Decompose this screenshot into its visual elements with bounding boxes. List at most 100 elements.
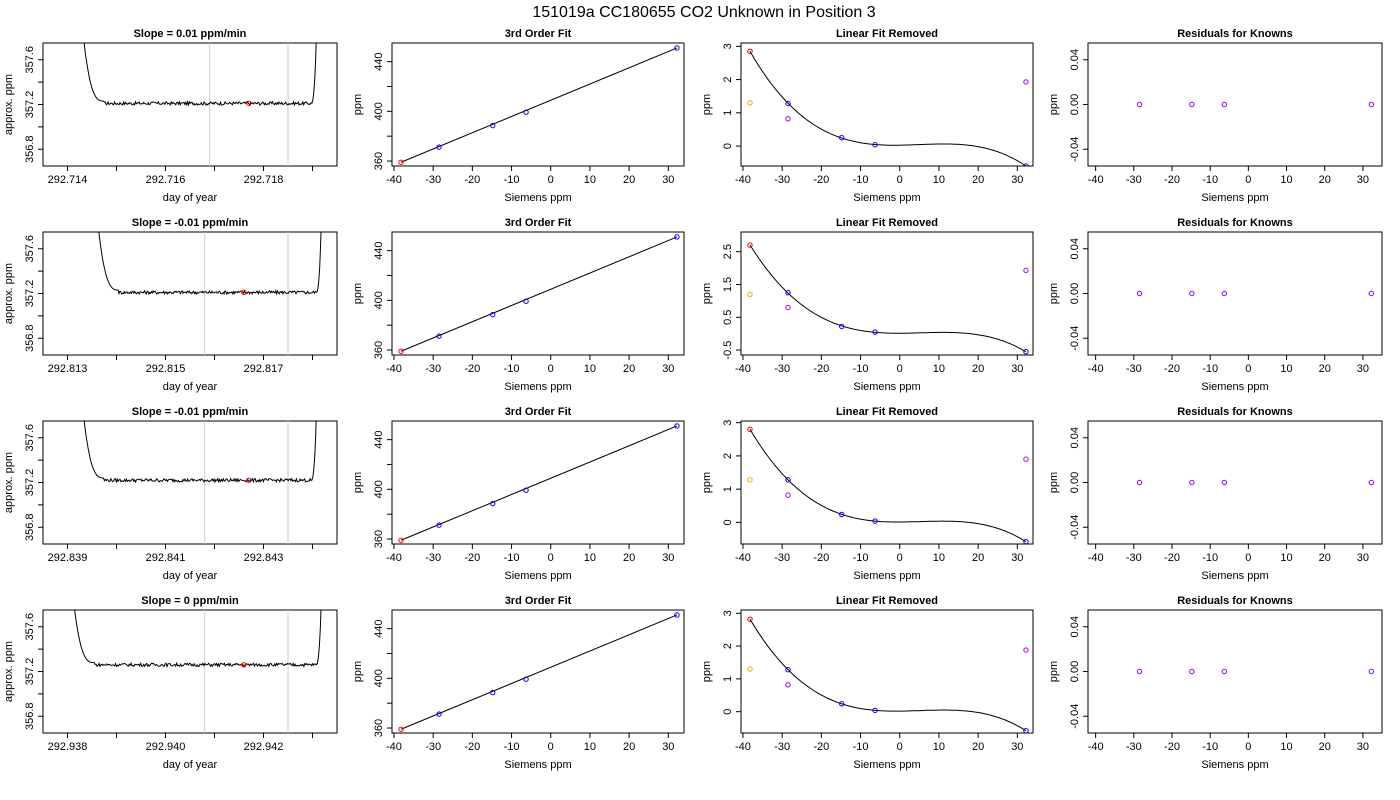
linear-removed-panel-2-xtick-label: 30 (1011, 363, 1023, 375)
fit-panel-4-xtick-label: 20 (623, 741, 635, 753)
fit-panel-4-ytick-label: 440 (373, 619, 385, 637)
residuals-panel-1-ytick-label: 0.00 (1069, 94, 1081, 115)
timeseries-panel-2-ytick-label: 356.8 (24, 324, 36, 352)
residual-point (1221, 479, 1228, 486)
known-point (785, 100, 791, 107)
timeseries-panel-4-xtick-label: 292.938 (48, 741, 88, 753)
fit-panel-3-xtick-label: -20 (464, 552, 480, 564)
fit-panel-4-xlabel: Siemens ppm (504, 759, 571, 771)
residuals-panel-2-ytick-label: 0.00 (1069, 283, 1081, 304)
fit-panel-3-xtick-label: -10 (504, 552, 520, 564)
fit-panel-4-ylabel: ppm (352, 661, 364, 682)
residuals-panel-2-xtick-label: 10 (1280, 363, 1292, 375)
fit-panel-2: 3rd Order Fit Siemens ppm ppm -40 -30 -20 -10 0… (352, 217, 685, 393)
residuals-panel-3-xtick-label: -40 (1088, 552, 1104, 564)
timeseries-panel-2-xtick-label: 292.813 (48, 363, 88, 375)
timeseries-panel-4-ytick-label: 357.2 (24, 658, 36, 686)
fit-panel-1-title: 3rd Order Fit (505, 28, 572, 40)
unknown-point (398, 159, 404, 165)
linear-removed-panel-4-ytick-label: 0 (722, 709, 734, 715)
linear-removed-panel-2-ytick-label: -0.5 (722, 341, 734, 360)
fit-panel-3-ytick-label: 440 (373, 430, 385, 448)
unknown-point-high (747, 242, 753, 248)
unknown-point-mid (1023, 79, 1029, 85)
timeseries-panel-3-ytick-label: 356.8 (24, 513, 36, 541)
residuals-panel-4-xtick-label: 0 (1245, 741, 1251, 753)
linear-removed-panel-2-ytick-label: 0.5 (722, 310, 734, 325)
known-point (436, 711, 442, 717)
residuals-panel-3-title: Residuals for Knowns (1177, 406, 1293, 418)
timeseries-panel-3-title: Slope = -0.01 ppm/min (132, 406, 249, 418)
residuals-panel-1-xtick-label: -30 (1126, 174, 1142, 186)
known-point (523, 109, 529, 115)
residuals-panel-1-ylabel: ppm (1048, 94, 1060, 115)
linear-removed-panel-1-ytick-label: 2 (722, 77, 734, 83)
timeseries-panel-1-ytick-label: 357.6 (24, 46, 36, 74)
linear-removed-panel-4-xtick-label: -40 (735, 741, 751, 753)
fit-panel-2-ylabel: ppm (352, 283, 364, 304)
residuals-panel-2-ylabel: ppm (1048, 283, 1060, 304)
fit-panel-1-ytick-label: 400 (373, 102, 385, 120)
known-point (872, 142, 878, 148)
timeseries-panel-3-xtick-label: 292.841 (146, 552, 186, 564)
known-point (1023, 538, 1029, 544)
linear-removed-panel-2-ytick-label: 1.5 (722, 277, 734, 292)
timeseries-panel-4-ytick-label: 357.6 (24, 613, 36, 641)
residual-point (1189, 290, 1195, 297)
fit-panel-2-xtick-label: 10 (584, 363, 596, 375)
linear-removed-panel-3: Linear Fit Removed Siemens ppm ppm -40 -30 -2… (701, 406, 1034, 582)
residuals-panel-3-xtick-label: 30 (1357, 552, 1369, 564)
residual-point (1136, 668, 1143, 675)
unknown-point-mid (785, 682, 791, 688)
residuals-panel-2-xtick-label: 20 (1319, 363, 1331, 375)
fit-panel-3-xtick-label: 10 (584, 552, 596, 564)
fit-panel-3-plot-area (398, 423, 680, 543)
known-point (674, 423, 680, 429)
fit-panel-2-title: 3rd Order Fit (505, 217, 572, 229)
timeseries-panel-1-ylabel: approx. ppm (3, 74, 15, 135)
residuals-panel-4-xlabel: Siemens ppm (1201, 759, 1268, 771)
timeseries-panel-1: Slope = 0.01 ppm/min day of year approx. p… (3, 28, 338, 204)
unknown-point (398, 537, 404, 543)
fit-panel-4-xtick-label: 10 (584, 741, 596, 753)
unknown-point-low (747, 477, 753, 483)
linear-removed-panel-3-ytick-label: 0 (722, 519, 734, 525)
linear-removed-panel-1-xtick-label: -20 (813, 174, 829, 186)
linear-removed-panel-4-xtick-label: 30 (1011, 741, 1023, 753)
linear-removed-panel-1-xtick-label: 0 (897, 174, 903, 186)
fit-line (400, 47, 678, 163)
linear-removed-panel-4-ytick-label: 1 (722, 676, 734, 682)
residual-point (1136, 101, 1143, 108)
linear-removed-panel-3-title: Linear Fit Removed (836, 406, 938, 418)
known-point (436, 522, 442, 528)
residuals-panel-1-xtick-label: 20 (1319, 174, 1331, 186)
fit-panel-1-xtick-label: 20 (623, 174, 635, 186)
fit-panel-3-ylabel: ppm (352, 472, 364, 493)
residuals-panel-2-plot-area (1136, 290, 1375, 297)
linear-removed-panel-3-ylabel: ppm (701, 472, 713, 493)
residuals-panel-2-xtick-label: -40 (1088, 363, 1104, 375)
residuals-panel-4-ylabel: ppm (1048, 661, 1060, 682)
linear-removed-panel-3-xtick-label: -20 (813, 552, 829, 564)
residual-point (1136, 290, 1143, 297)
analyzer-trace (74, 610, 322, 669)
residuals-panel-3-xlabel: Siemens ppm (1201, 570, 1268, 582)
linear-removed-panel-2-frame (740, 231, 1034, 356)
linear-removed-panel-1-ytick-label: 0 (722, 143, 734, 149)
unknown-point-mid (1023, 647, 1029, 653)
linear-removed-panel-1-xtick-label: 30 (1011, 174, 1023, 186)
timeseries-panel-3-ytick-label: 357.2 (24, 469, 36, 497)
fit-panel-4-plot-area (398, 612, 680, 732)
linear-removed-panel-4-xtick-label: 0 (897, 741, 903, 753)
timeseries-panel-3-xlabel: day of year (163, 570, 218, 582)
window-mean-point (241, 662, 247, 668)
fit-panel-1-xtick-label: -10 (504, 174, 520, 186)
cubic-curve (749, 51, 1027, 166)
unknown-point-mid (785, 116, 791, 122)
timeseries-panel-3-xtick-label: 292.843 (244, 552, 284, 564)
residual-point (1189, 668, 1195, 675)
timeseries-panel-1-ytick-label: 356.8 (24, 135, 36, 163)
timeseries-panel-1-title: Slope = 0.01 ppm/min (134, 28, 247, 40)
timeseries-panel-3-xtick-label: 292.839 (48, 552, 88, 564)
timeseries-panel-3-ytick-label: 357.6 (24, 424, 36, 452)
